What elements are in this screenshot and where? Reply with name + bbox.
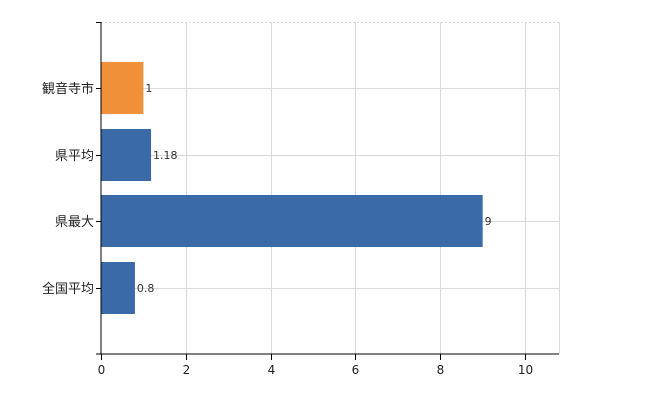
category-label-3: 全国平均 (42, 281, 94, 297)
x-tick-label-4: 8 (437, 363, 445, 377)
bar-3 (101, 262, 135, 314)
category-label-0: 観音寺市 (42, 81, 94, 97)
bar-2 (101, 195, 483, 247)
axes (96, 22, 559, 360)
x-tick-label-5: 10 (518, 363, 533, 377)
x-tick-label-0: 0 (98, 363, 106, 377)
grid-lines (101, 22, 560, 354)
data-label-3: 0.8 (137, 282, 155, 295)
labels: 1 観音寺市 1.18 県平均 9 県最大 0.8 全国平均 0 2 4 6 8 10 (42, 81, 533, 377)
data-label-2: 9 (485, 215, 492, 228)
category-label-2: 県最大 (55, 215, 94, 230)
x-tick-label-2: 4 (268, 363, 276, 377)
x-tick-label-1: 2 (183, 363, 191, 377)
data-label-0: 1 (145, 82, 152, 95)
data-label-1: 1.18 (153, 149, 178, 162)
bar-1 (101, 129, 152, 181)
category-label-1: 県平均 (55, 149, 94, 164)
x-tick-label-3: 6 (352, 363, 360, 377)
bar-0 (101, 62, 144, 114)
bars (101, 62, 483, 314)
